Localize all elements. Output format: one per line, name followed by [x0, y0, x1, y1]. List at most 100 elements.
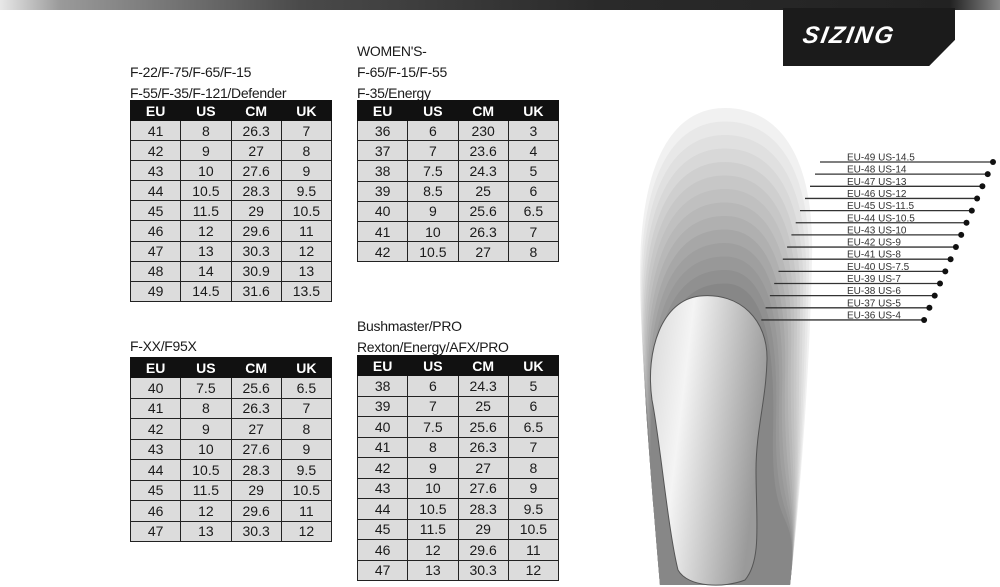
table-cell: 25.6	[457, 200, 509, 222]
size-label: EU-37 US-5	[847, 298, 901, 309]
table-row: 43 10 27.6 9	[129, 438, 333, 460]
table-row: 43 10 27.6 9	[356, 477, 560, 499]
table-title: WOMEN'S- F-65/F-15/F-55 F-35/Energy	[357, 41, 447, 104]
table-cell: 38	[356, 375, 409, 397]
table-cell: 29	[230, 479, 282, 501]
size-table: EU US CM UK 38 6 24.3 5 39 7 25 6 40 7.5 25.6 6.5 41 8 26.…	[356, 355, 560, 581]
sizing-header-tab: SIZING	[783, 8, 955, 66]
table-cell: 9	[180, 418, 232, 440]
table-cell: 43	[129, 438, 182, 460]
table-cell: 47	[356, 559, 409, 581]
table-cell: 9.5	[507, 498, 560, 520]
table-cell: 10	[407, 220, 459, 243]
table-row: 45 11.5 29 10.5	[129, 200, 333, 222]
table-cell: 11	[507, 539, 560, 561]
table-cell: 37	[356, 140, 409, 162]
table-cell: 8	[507, 457, 560, 479]
table-cell: 26.3	[230, 119, 282, 142]
table-row: 40 7.5 25.6 6.5	[129, 377, 333, 399]
table-cell: 9.5	[280, 180, 333, 202]
column-header: EU	[129, 357, 182, 378]
table-cell: 6	[507, 395, 560, 417]
table-cell: 12	[280, 240, 333, 262]
table-title-line: F-65/F-15/F-55	[357, 64, 447, 80]
size-marker-dot	[958, 231, 965, 238]
table-cell: 8.5	[407, 180, 459, 202]
table-row: 49 14.5 31.6 13.5	[129, 280, 333, 302]
table-cell: 10	[180, 160, 232, 182]
table-cell: 27	[230, 140, 282, 162]
column-header: US	[407, 355, 459, 376]
table-row: 48 14 30.9 13	[129, 260, 333, 282]
table-header-row: EU US CM UK	[129, 100, 333, 121]
table-cell: 25	[457, 395, 509, 417]
size-label: EU-45 US-11.5	[847, 201, 915, 212]
table-cell: 7.5	[407, 416, 459, 438]
table-cell: 8	[180, 397, 232, 419]
size-label: EU-44 US-10.5	[847, 213, 915, 224]
column-header: US	[407, 100, 459, 121]
size-label: EU-40 US-7.5	[847, 262, 910, 273]
table-cell: 7.5	[180, 377, 232, 399]
table-cell: 230	[457, 119, 509, 142]
table-cell: 10.5	[507, 518, 560, 540]
table-row: 41 10 26.3 7	[356, 220, 560, 243]
table-cell: 12	[180, 220, 232, 242]
table-cell: 13	[180, 520, 232, 542]
table-cell: 49	[129, 280, 182, 302]
table-cell: 12	[507, 559, 560, 581]
column-header: US	[180, 357, 232, 378]
table-cell: 41	[129, 397, 182, 419]
table-cell: 3	[507, 119, 560, 142]
table-cell: 27.6	[230, 160, 282, 182]
table-row: 44 10.5 28.3 9.5	[129, 180, 333, 202]
column-header: UK	[507, 355, 560, 376]
column-header: CM	[457, 355, 509, 376]
table-cell: 10.5	[180, 180, 232, 202]
table-cell: 7	[507, 220, 560, 243]
table-cell: 11.5	[407, 518, 459, 540]
table-cell: 42	[356, 241, 409, 263]
table-cell: 26.3	[457, 220, 509, 243]
table-cell: 29	[457, 518, 509, 540]
table-cell: 12	[180, 500, 232, 522]
table-cell: 10.5	[280, 479, 333, 501]
table-cell: 30.3	[457, 559, 509, 581]
table-cell: 8	[280, 140, 333, 162]
table-cell: 25.6	[457, 416, 509, 438]
table-cell: 9	[407, 457, 459, 479]
table-cell: 45	[129, 200, 182, 222]
size-label: EU-36 US-4	[847, 310, 901, 321]
size-label: EU-42 US-9	[847, 238, 901, 249]
table-cell: 9	[407, 200, 459, 222]
column-header: CM	[457, 100, 509, 121]
table-cell: 46	[129, 500, 182, 522]
table-cell: 25.6	[230, 377, 282, 399]
table-cell: 27	[457, 457, 509, 479]
table-cell: 28.3	[230, 459, 282, 481]
table-cell: 29.6	[230, 220, 282, 242]
table-cell: 9	[280, 438, 333, 460]
table-row: 42 9 27 8	[356, 457, 560, 479]
column-header: US	[180, 100, 232, 121]
size-label: EU-49 US-14.5	[847, 153, 915, 164]
table-row: 47 13 30.3 12	[129, 520, 333, 542]
column-header: UK	[280, 100, 333, 121]
table-header-row: EU US CM UK	[356, 100, 560, 121]
table-row: 38 6 24.3 5	[356, 375, 560, 397]
size-marker-dot	[968, 207, 975, 214]
table-title-line: F-55/F-35/F-121/Defender	[130, 85, 287, 101]
table-cell: 40	[129, 377, 182, 399]
size-label: EU-43 US-10	[847, 225, 907, 236]
table-row: 41 8 26.3 7	[129, 397, 333, 419]
table-row: 37 7 23.6 4	[356, 140, 560, 162]
table-cell: 40	[356, 416, 409, 438]
table-cell: 43	[356, 477, 409, 499]
table-cell: 36	[356, 119, 409, 142]
column-header: CM	[230, 357, 282, 378]
column-header: UK	[280, 357, 333, 378]
top-banner-bar	[0, 0, 1000, 10]
table-title: Bushmaster/PRO Rexton/Energy/AFX/PRO	[357, 316, 509, 358]
column-header: UK	[507, 100, 560, 121]
table-cell: 9.5	[280, 459, 333, 481]
